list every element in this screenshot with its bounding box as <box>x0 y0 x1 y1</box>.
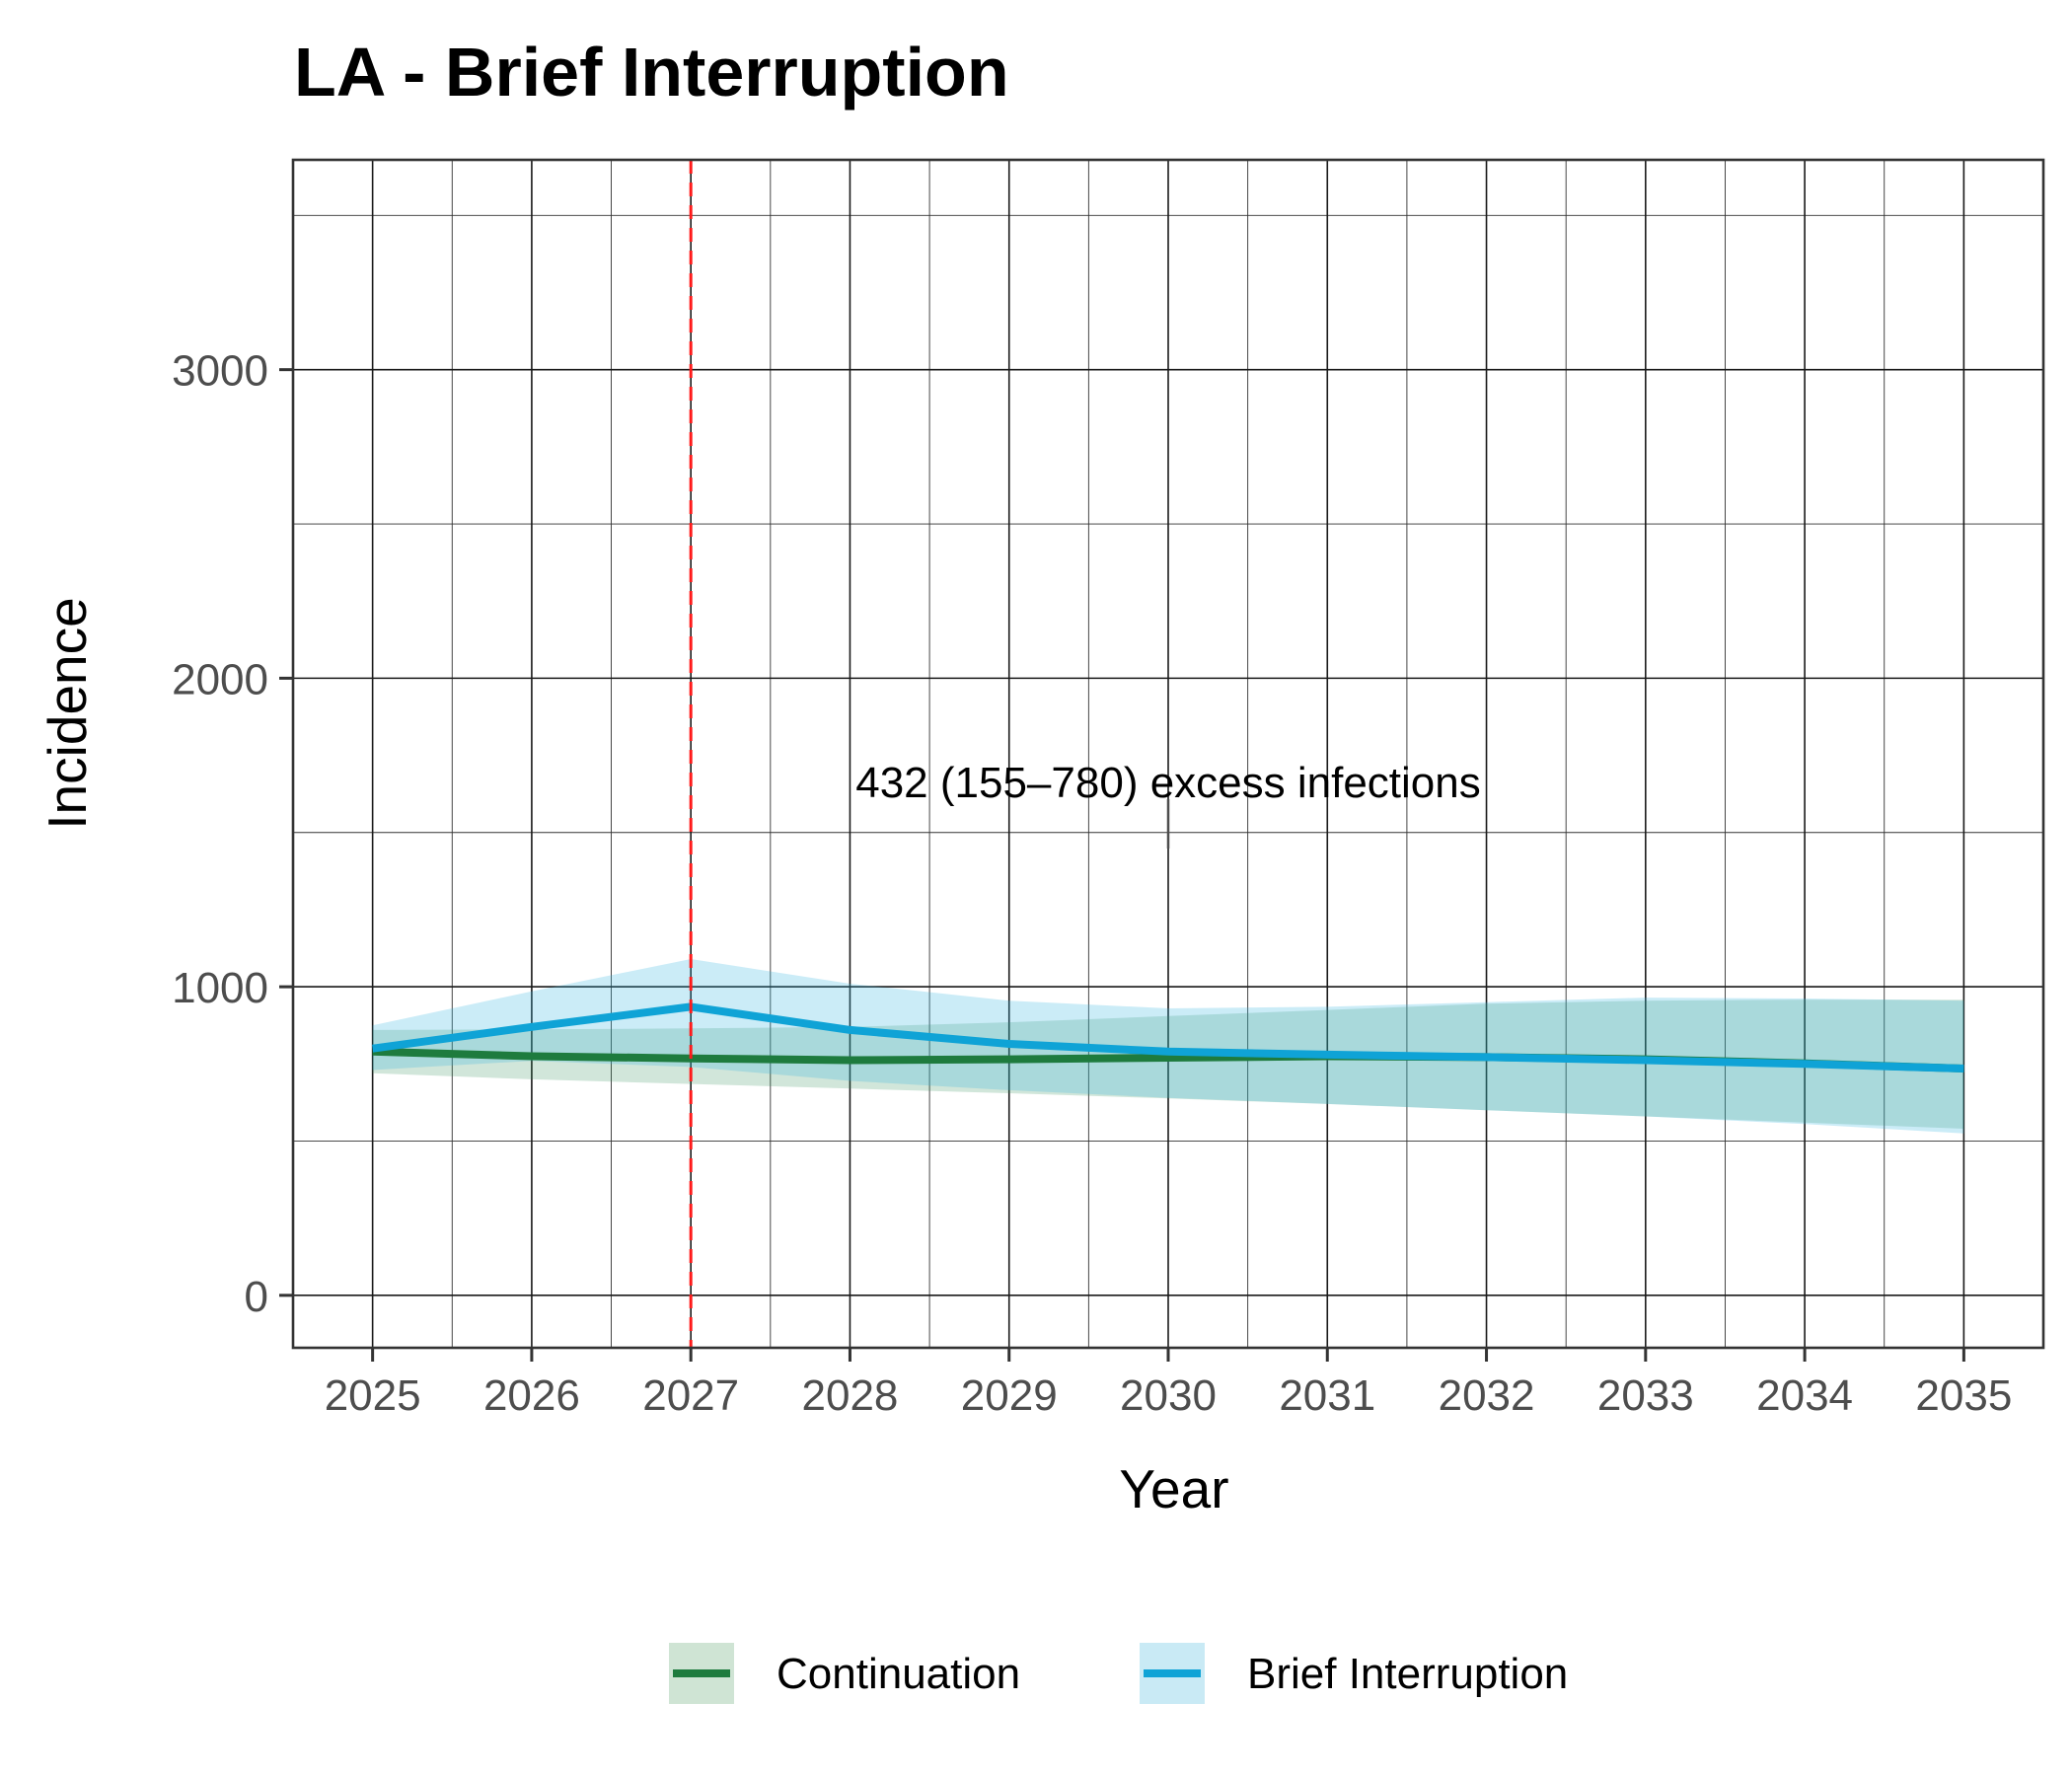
y-tick-label: 2000 <box>172 655 268 703</box>
x-tick-label: 2035 <box>1915 1371 2012 1420</box>
legend: Continuation Brief Interruption <box>669 1643 1568 1704</box>
y-tick-label: 1000 <box>172 964 268 1012</box>
legend-label: Continuation <box>777 1650 1020 1698</box>
x-tick-label: 2027 <box>642 1371 739 1420</box>
y-axis-title: Incidence <box>37 597 98 829</box>
x-tick-label: 2028 <box>802 1371 899 1420</box>
x-tick-label: 2031 <box>1279 1371 1375 1420</box>
y-tick-label: 0 <box>245 1273 268 1321</box>
x-tick-label: 2025 <box>325 1371 421 1420</box>
legend-label: Brief Interruption <box>1247 1650 1568 1698</box>
ribbon-continuation <box>372 999 1964 1129</box>
x-tick-label: 2026 <box>483 1371 580 1420</box>
annotation-label: 432 (155–780) excess infections <box>855 759 1481 807</box>
x-tick-label: 2029 <box>961 1371 1058 1420</box>
y-tick-label: 3000 <box>172 347 268 396</box>
x-tick-label: 2034 <box>1756 1371 1853 1420</box>
x-tick-label: 2033 <box>1597 1371 1694 1420</box>
line-brief-interruption <box>372 1002 1964 1073</box>
x-axis-title: Year <box>1119 1458 1228 1519</box>
x-tick-label: 2030 <box>1120 1371 1217 1420</box>
x-tick-label: 2032 <box>1439 1371 1535 1420</box>
ribbon-brief-interruption <box>372 959 1964 1134</box>
chart-title: LA - Brief Interruption <box>294 34 1009 111</box>
plot-area: 432 (155–780) excess infections 2025 2026 2… <box>172 158 2045 1420</box>
